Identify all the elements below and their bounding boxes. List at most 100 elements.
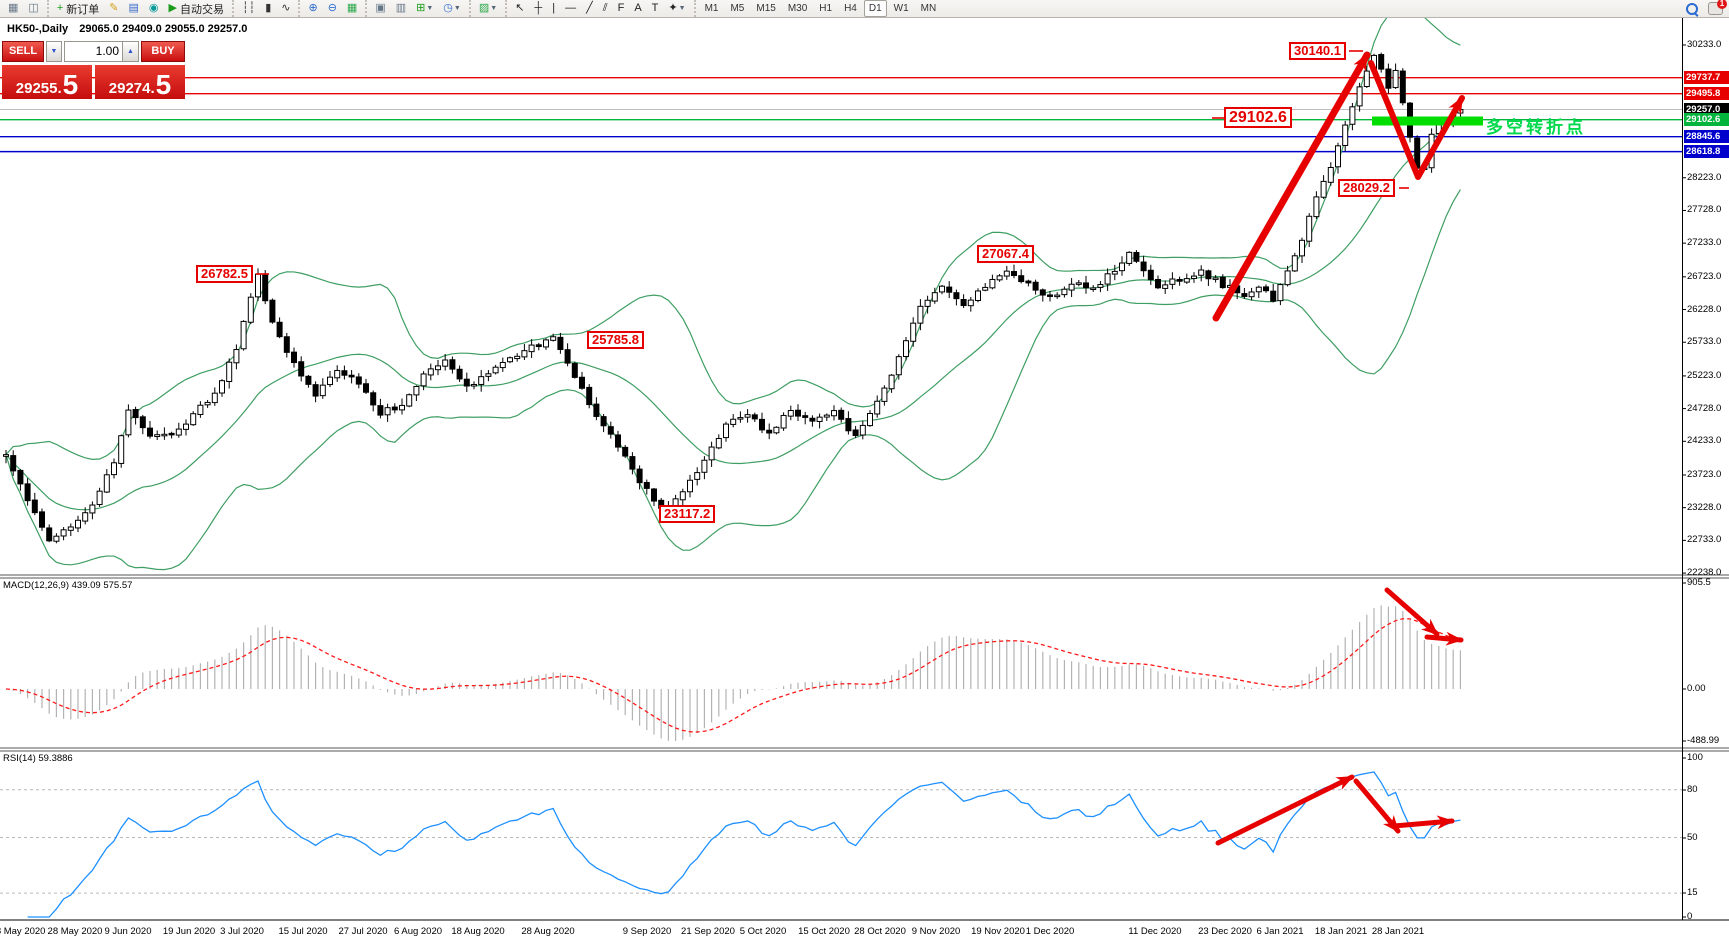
timeframe-d1[interactable]: D1 [863,0,887,17]
bar-chart-icon[interactable]: ┆┆ [238,0,259,17]
volume-dropdown-icon[interactable]: ▼ [46,41,62,62]
new-order-button[interactable]: + 新订单 [53,0,103,17]
trendline-icon[interactable]: ╱ [582,0,597,17]
price-annotation-tag[interactable]: 29102.6 [1224,107,1292,128]
timeframe-h1[interactable]: H1 [819,3,833,14]
trend-arrow[interactable] [1424,631,1464,646]
date-label: 28 Aug 2020 [521,926,575,937]
indicators-icon-dropdown[interactable]: ▼ [426,5,434,12]
search-icon[interactable] [1686,2,1699,17]
vertical-line-icon[interactable]: | [548,0,559,17]
price-level-label: 28845.6 [1684,130,1729,144]
channel-icon[interactable]: ⫽ [599,0,612,17]
buy-button[interactable]: BUY [141,41,185,62]
text-label-icon: T [651,2,659,14]
rsi-tick-label: 80 [1687,784,1698,795]
arrows-icon-dropdown[interactable]: ▼ [678,5,686,12]
horizontal-line-icon[interactable]: — [561,0,580,17]
notification-badge: 1 [1717,0,1727,9]
autotrading-button[interactable]: ▶ 自动交易 [164,0,227,17]
volume-up-icon[interactable]: ▲ [122,42,138,61]
chart-window-icon[interactable]: ▦ [4,0,22,17]
text-label-icon[interactable]: T [648,0,663,17]
price-annotation-tag[interactable]: 30140.1 [1289,42,1346,60]
cursor-icon[interactable]: ↖ [511,0,528,17]
indicators-icon: ⊞ [416,2,426,14]
price-annotation-tag[interactable]: 28029.2 [1338,179,1395,197]
tile-windows-icon: ▦ [346,2,358,14]
chart-window-icon: ▦ [8,2,19,14]
toolbar-group: ┆┆ ▮ ∿ [231,0,299,17]
ohlc-readout: 29065.0 29409.0 29055.0 29257.0 [79,23,248,35]
date-label: 5 Oct 2020 [739,926,787,937]
turning-point-annotation[interactable]: 多空转折点 [1486,118,1586,137]
fibonacci-icon[interactable]: F [614,0,629,17]
timeframe-m15[interactable]: M15 [756,3,776,14]
timeframe-m5[interactable]: M5 [730,3,745,14]
crosshair-icon[interactable]: ┼ [530,0,546,17]
trend-arrow[interactable] [1212,51,1371,322]
signals-icon: ◉ [148,2,159,14]
trend-arrow[interactable] [1215,774,1355,846]
market-depth-icon[interactable]: ▤ [124,0,142,17]
price-annotation-tag[interactable]: 23117.2 [659,505,716,523]
auto-arrange-icon[interactable]: ▣ [371,0,389,17]
price-tick-label: 28223.0 [1687,171,1722,183]
timeframe-m30[interactable]: M30 [787,3,808,14]
macd-tick-label: 0.00 [1687,683,1706,694]
price-level-label: 29495.8 [1684,87,1729,101]
volume-field[interactable]: 1.00 ▲ [64,41,139,62]
price-tick-label: 22238.0 [1687,567,1722,579]
price-annotation-tag[interactable]: 27067.4 [977,245,1034,263]
price-tick-label: 27728.0 [1687,204,1722,216]
arrows-icon[interactable]: ✦ ▼ [664,0,689,17]
sell-price-display[interactable]: 29255. 5 [2,65,92,99]
templates-icon-dropdown[interactable]: ▼ [490,5,498,12]
crayon-icon[interactable]: ✎ [105,0,122,17]
price-annotation-tag[interactable]: 26782.5 [196,265,253,283]
timeframe-mn[interactable]: MN [920,3,937,14]
timeframe-w1[interactable]: W1 [893,3,909,14]
price-tick-label: 25223.0 [1687,369,1722,381]
chart-profile-icon[interactable]: ◫ [24,0,42,17]
trend-arrow[interactable] [1353,778,1401,834]
periods-icon-dropdown[interactable]: ▼ [453,5,461,12]
vertical-line-icon: | [552,2,556,14]
indicators-icon[interactable]: ⊞ ▼ [412,0,437,17]
market-depth-icon: ▤ [128,2,139,14]
trend-arrow[interactable] [1368,60,1465,180]
trend-arrow[interactable] [1391,815,1455,830]
templates-icon: ▨ [478,2,490,14]
signals-icon[interactable]: ◉ [145,0,163,17]
chart-profile-icon: ◫ [28,2,39,14]
price-level-label: 29102.6 [1684,113,1729,127]
sell-button[interactable]: SELL [2,41,44,62]
templates-icon[interactable]: ▨ ▼ [475,0,501,17]
candlestick-chart-icon[interactable]: ▮ [261,0,275,17]
chart-shift-icon[interactable]: ▥ [392,0,410,17]
turning-point-bar[interactable] [1372,116,1483,126]
toolbar-group: + 新订单 ✎ ▤ ◉ ▶ 自动交易 [46,0,232,17]
toolbar-group: ▨ ▼ [468,0,505,17]
sell-price-main: 29255. [15,80,62,97]
line-chart-icon[interactable]: ∿ [277,0,294,17]
date-label: 6 Aug 2020 [393,926,443,937]
timeframe-h4[interactable]: H4 [844,3,857,14]
buy-price-display[interactable]: 29274. 5 [95,65,185,99]
new-order-button-label: 新订单 [66,3,100,16]
zoom-in-icon[interactable]: ⊕ [304,0,321,17]
price-annotation-tag[interactable]: 25785.8 [587,331,644,349]
new-order-button: + [56,2,64,14]
zoom-out-icon[interactable]: ⊖ [324,0,341,17]
text-icon[interactable]: A [630,0,645,17]
rsi-label: RSI(14) 59.3886 [3,753,73,764]
periods-icon[interactable]: ◷ ▼ [439,0,465,17]
toolbar-right: 1 [1686,0,1727,17]
timeframe-m1[interactable]: M1 [704,3,719,14]
tile-windows-icon[interactable]: ▦ [343,0,361,17]
chart-shift-icon: ▥ [395,2,407,14]
volume-value[interactable]: 1.00 [95,44,119,58]
trend-arrow[interactable] [1384,587,1440,637]
notifications-icon[interactable]: 1 [1708,0,1727,15]
